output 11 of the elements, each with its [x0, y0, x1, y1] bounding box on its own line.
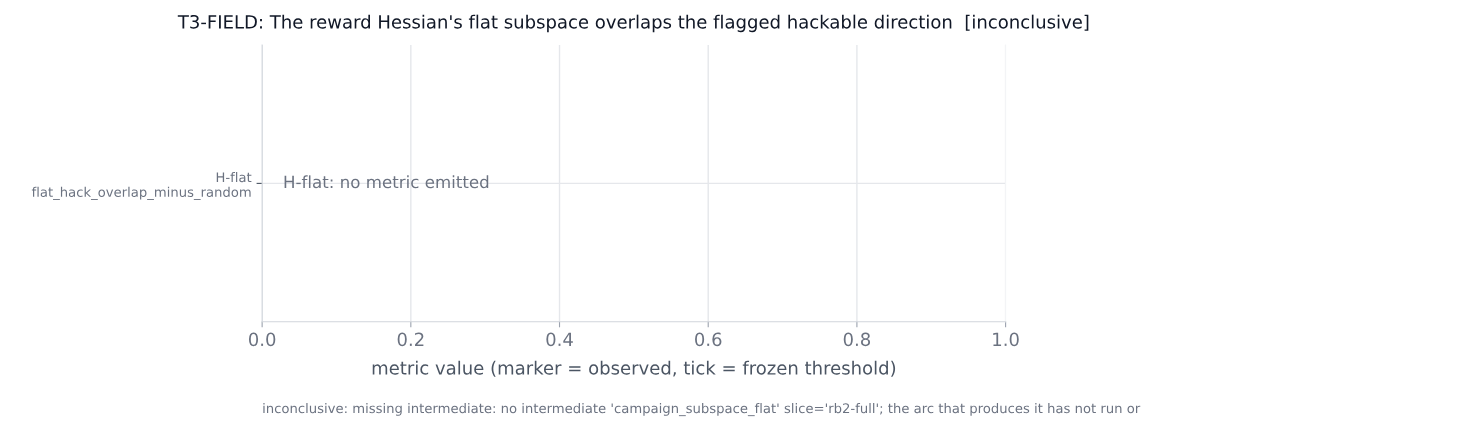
x-tick-label: 0.6	[695, 332, 722, 347]
chart-title: T3-FIELD: The reward Hessian's flat subspace overlaps the flagged hackable direction [inconclusive]	[177, 14, 1089, 33]
y-tick-label: H-flat flat_hack_overlap_minus_random	[31, 172, 252, 200]
x-axis-title: metric value (marker = observed, tick = frozen threshold)	[372, 360, 896, 377]
x-tick-label: 1.0	[993, 332, 1019, 347]
text: inconclusive: missing intermediate: no intermediate 'campaign_subspace_flat' slice='rb2-full'; the arc that produces it has not run or	[263, 402, 1141, 417]
annotation: H-flat: no metric emitted	[284, 175, 489, 189]
x-tick-label: 0.4	[546, 332, 573, 347]
x-tick-label: 0.8	[843, 332, 871, 347]
x-tick-label: 0.2	[397, 332, 424, 347]
x-tick-label: 0.0	[248, 332, 276, 347]
